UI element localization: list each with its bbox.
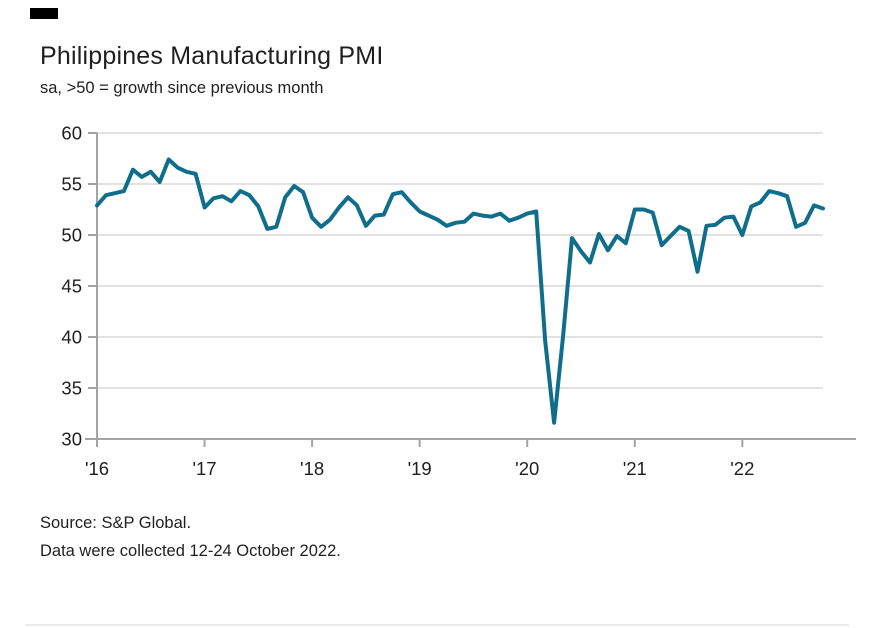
x-tick-label-22: '22 — [730, 458, 754, 479]
y-tick-label-30: 30 — [61, 429, 82, 450]
x-tick-label-21: '21 — [623, 458, 647, 479]
source-line: Source: S&P Global. — [40, 514, 192, 532]
chart-subtitle: sa, >50 = growth since previous month — [40, 79, 324, 97]
brand-mark — [30, 8, 58, 19]
pmi-series-line — [95, 157, 825, 425]
chart-canvas: 30 35 40 45 50 55 60 '16 '17 '18 '19 '20 '21 '22 — [61, 123, 856, 479]
x-tick-label-17: '17 — [192, 458, 216, 479]
x-tick-label-18: '18 — [300, 458, 324, 479]
chart-footer: Source: S&P Global. Data were collected … — [40, 509, 341, 565]
y-tick-label-40: 40 — [61, 327, 82, 348]
y-tick-label-55: 55 — [61, 174, 82, 195]
collection-note: Data were collected 12-24 October 2022. — [40, 542, 341, 560]
x-tick-label-20: '20 — [515, 458, 539, 479]
pmi-line-chart: 30 35 40 45 50 55 60 '16 '17 '18 '19 '20 '21 '22 — [61, 123, 856, 479]
x-tick-label-19: '19 — [408, 458, 432, 479]
y-tick-label-45: 45 — [61, 276, 82, 297]
y-tick-label-60: 60 — [61, 123, 82, 144]
x-tick-label-16: '16 — [85, 458, 109, 479]
chart-title: Philippines Manufacturing PMI — [40, 42, 384, 70]
y-tick-label-35: 35 — [61, 378, 82, 399]
bottom-divider — [25, 624, 849, 626]
y-tick-label-50: 50 — [61, 225, 82, 246]
